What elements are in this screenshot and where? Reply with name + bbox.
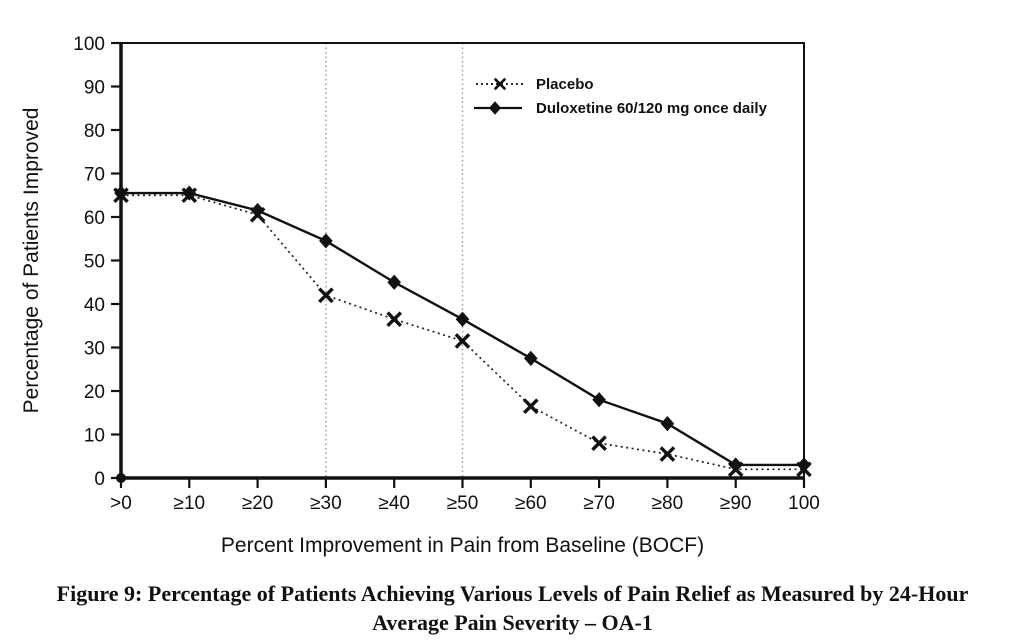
placebo-x-marker [522, 398, 539, 415]
duloxetine-diamond-marker [592, 392, 606, 408]
x-tick-label: ≥10 [174, 493, 206, 514]
figure-caption-line2: Average Pain Severity – OA-1 [372, 610, 653, 635]
x-tick-label: ≥30 [310, 493, 342, 514]
y-tick-label: 10 [84, 426, 105, 447]
x-tick-label: 100 [788, 493, 820, 514]
y-tick-label: 20 [84, 382, 105, 403]
duloxetine-diamond-marker [182, 185, 197, 201]
duloxetine-diamond-marker [455, 311, 470, 327]
x-tick-label: ≥40 [378, 493, 410, 514]
y-tick-label: 60 [84, 208, 105, 229]
duloxetine-series-line [121, 191, 804, 467]
x-tick-label: >0 [110, 493, 132, 514]
line-chart: 0 10 20 30 40 50 60 70 80 90 100 >0 ≥10 ≥20 ≥30 ≥40 ≥50 ≥… [20, 34, 820, 557]
placebo-x-marker [386, 311, 403, 328]
x-tick-label: ≥60 [515, 493, 547, 514]
figure-caption: Figure 9: Percentage of Patients Achievi… [0, 579, 1025, 637]
y-tick-label: 100 [73, 34, 105, 55]
x-tick-label: ≥80 [652, 493, 684, 514]
y-tick-label: 90 [84, 78, 105, 99]
y-axis-title: Percentage of Patients Improved [20, 108, 43, 414]
legend-label-duloxetine: Duloxetine 60/120 mg once daily [536, 100, 768, 117]
legend-placebo-x-marker [493, 77, 507, 91]
origin-marker-dot [116, 473, 126, 483]
figure-caption-line1: Figure 9: Percentage of Patients Achievi… [56, 581, 969, 606]
y-tick-label: 80 [84, 121, 105, 142]
placebo-x-marker [454, 333, 471, 349]
duloxetine-diamond-marker [524, 350, 538, 366]
placebo-x-marker [659, 446, 676, 462]
y-tick-label: 70 [84, 165, 105, 186]
x-axis-title: Percent Improvement in Pain from Baselin… [221, 534, 704, 557]
legend-duloxetine-diamond-marker [489, 101, 501, 115]
x-tick-label: ≥20 [242, 493, 274, 514]
duloxetine-diamond-marker [797, 457, 811, 473]
duloxetine-diamond-marker [660, 416, 675, 432]
legend-label-placebo: Placebo [536, 76, 594, 93]
duloxetine-diamond-marker [319, 233, 333, 249]
x-tick-label: ≥90 [720, 493, 752, 514]
placebo-series-line [121, 194, 804, 471]
placebo-x-marker [318, 287, 334, 304]
duloxetine-diamond-marker [728, 457, 743, 473]
y-tick-label: 30 [84, 339, 105, 360]
x-tick-label: ≥50 [447, 493, 479, 514]
duloxetine-diamond-marker [387, 274, 401, 290]
y-tick-label: 50 [84, 252, 105, 273]
placebo-x-marker [591, 435, 607, 452]
duloxetine-diamond-marker [114, 185, 128, 201]
x-tick-label: ≥70 [583, 493, 615, 514]
duloxetine-diamond-marker [250, 202, 265, 219]
y-tick-label: 0 [94, 469, 105, 490]
y-tick-label: 40 [84, 295, 105, 316]
